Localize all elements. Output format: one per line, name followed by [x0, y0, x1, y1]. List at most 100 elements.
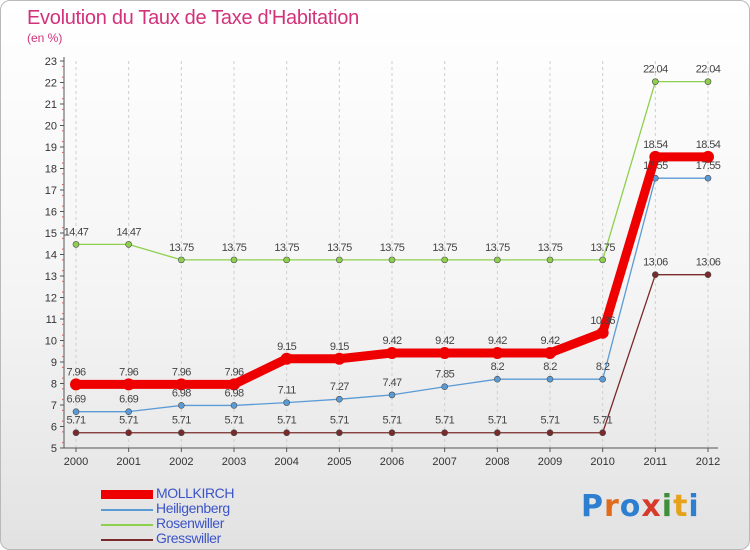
data-label-gresswiller: 5.71	[382, 415, 401, 427]
data-point-mollkirch	[175, 378, 188, 391]
data-label-rosenwiller: 13.75	[327, 242, 352, 254]
data-point-gresswiller	[599, 429, 606, 437]
y-tick-label: 11	[46, 314, 57, 326]
x-tick-label: 2009	[538, 456, 562, 468]
data-point-rosenwiller	[178, 256, 185, 264]
data-label-heiligenberg: 6.98	[172, 387, 191, 399]
data-point-gresswiller	[704, 271, 712, 279]
data-point-heiligenberg	[125, 408, 132, 415]
y-tick-label: 5	[51, 443, 57, 455]
data-label-rosenwiller: 22.04	[696, 64, 721, 76]
data-point-gresswiller	[178, 429, 185, 437]
y-tick-label: 18	[45, 164, 57, 176]
data-point-mollkirch	[228, 378, 240, 391]
data-label-rosenwiller: 14.47	[116, 226, 141, 238]
data-point-heiligenberg	[599, 375, 606, 383]
data-point-mollkirch	[596, 326, 609, 339]
data-point-mollkirch	[702, 150, 714, 163]
x-tick-label: 2005	[327, 456, 351, 468]
data-label-gresswiller: 13.06	[696, 257, 721, 269]
data-point-gresswiller	[652, 271, 659, 279]
data-point-gresswiller	[546, 429, 554, 437]
data-label-gresswiller: 5.71	[435, 415, 454, 427]
logo-letter: i	[688, 489, 700, 524]
data-label-gresswiller: 5.71	[172, 415, 191, 427]
y-tick-label: 10	[45, 336, 57, 348]
x-tick-label: 2007	[432, 456, 456, 468]
y-tick-label: 13	[45, 271, 57, 283]
data-labels: 14.47 14.47 13.75 13.75 13.75 13.75 13.75 13.75…	[64, 64, 722, 427]
data-label-mollkirch: 10.36	[590, 315, 615, 327]
data-point-gresswiller	[283, 429, 290, 437]
data-point-gresswiller	[336, 429, 343, 437]
data-point-heiligenberg	[230, 402, 238, 409]
series-lines	[70, 78, 714, 437]
data-point-gresswiller	[125, 429, 132, 437]
data-point-rosenwiller	[652, 78, 659, 85]
data-label-rosenwiller: 13.75	[274, 242, 299, 254]
data-label-rosenwiller: 13.75	[590, 242, 615, 254]
proxiti-logo: Proxiti	[581, 489, 700, 524]
data-label-gresswiller: 5.71	[488, 415, 507, 427]
data-point-gresswiller	[72, 429, 80, 437]
data-label-rosenwiller: 22.04	[643, 64, 668, 76]
data-label-rosenwiller: 14.47	[64, 226, 89, 238]
data-label-heiligenberg: 8.2	[543, 361, 557, 373]
chart-title: Evolution du Taux de Taxe d'Habitation	[27, 7, 359, 29]
data-point-mollkirch	[280, 352, 293, 365]
data-point-heiligenberg	[388, 391, 396, 399]
data-label-mollkirch: 9.42	[435, 335, 454, 347]
data-point-heiligenberg	[546, 375, 554, 383]
data-label-mollkirch: 7.96	[224, 366, 243, 378]
y-tick-label: 21	[45, 99, 57, 111]
y-tick-label: 9	[51, 357, 57, 369]
data-point-gresswiller	[388, 429, 396, 437]
y-tick-label: 23	[45, 56, 57, 68]
x-tick-label: 2011	[644, 456, 668, 468]
y-tick-label: 15	[45, 228, 57, 240]
data-label-heiligenberg: 17.55	[696, 160, 721, 172]
legend-swatch	[101, 490, 153, 499]
logo-letter: o	[619, 489, 642, 524]
data-label-gresswiller: 5.71	[224, 415, 243, 427]
data-point-heiligenberg	[336, 395, 343, 403]
legend-swatch	[101, 509, 153, 511]
data-point-gresswiller	[230, 429, 238, 437]
data-label-mollkirch: 18.54	[696, 139, 721, 151]
y-tick-label: 7	[51, 400, 57, 412]
data-label-mollkirch: 18.54	[643, 139, 668, 151]
data-point-rosenwiller	[494, 256, 501, 264]
data-label-mollkirch: 7.96	[66, 366, 85, 378]
x-tick-label: 2002	[169, 456, 193, 468]
data-point-heiligenberg	[72, 408, 80, 415]
data-label-heiligenberg: 17.55	[643, 160, 668, 172]
data-label-gresswiller: 5.71	[119, 415, 138, 427]
x-tick-label: 2006	[380, 456, 404, 468]
data-point-mollkirch	[544, 346, 556, 359]
data-label-rosenwiller: 13.75	[380, 242, 405, 254]
legend-label: MOLLKIRCH	[156, 485, 235, 501]
legend-swatch	[101, 524, 153, 526]
axes: 5 6 7 8 9 10 11 12 13 14 15 16 17 18 19 20 21 22 23 2000 200…	[45, 56, 720, 468]
data-label-heiligenberg: 7.85	[435, 369, 454, 381]
data-label-gresswiller: 5.71	[330, 415, 349, 427]
data-point-rosenwiller	[704, 78, 712, 85]
data-label-mollkirch: 9.42	[540, 335, 559, 347]
data-label-rosenwiller: 13.75	[432, 242, 457, 254]
y-tick-label: 16	[45, 207, 57, 219]
x-tick-label: 2003	[222, 456, 246, 468]
data-point-heiligenberg	[494, 375, 501, 383]
data-point-mollkirch	[491, 346, 504, 359]
x-tick-label: 2012	[696, 456, 720, 468]
data-point-rosenwiller	[283, 256, 290, 264]
data-label-heiligenberg: 6.69	[119, 394, 138, 406]
data-point-heiligenberg	[178, 402, 185, 409]
data-point-gresswiller	[441, 429, 448, 437]
data-point-rosenwiller	[230, 256, 238, 264]
y-tick-label: 14	[45, 250, 57, 262]
data-label-heiligenberg: 7.47	[382, 377, 401, 389]
x-tick-label: 2001	[116, 456, 140, 468]
x-tick-label: 2004	[274, 456, 298, 468]
data-label-heiligenberg: 6.69	[66, 394, 85, 406]
legend-label: Gresswiller	[156, 530, 221, 546]
